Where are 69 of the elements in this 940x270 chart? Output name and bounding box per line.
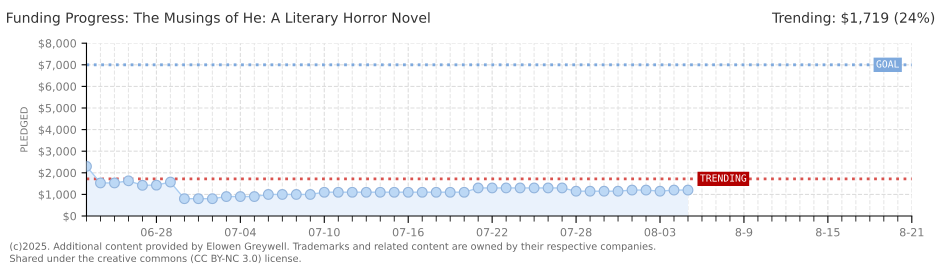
- point: [123, 175, 134, 186]
- point: [220, 191, 232, 202]
- point: [500, 182, 512, 194]
- point: [95, 178, 106, 188]
- y-tick-label: $8,000: [38, 38, 76, 50]
- point: [556, 182, 568, 194]
- point: [360, 186, 372, 198]
- point: [486, 182, 498, 194]
- x-tick-label: 07-10: [308, 228, 340, 236]
- point: [290, 188, 302, 200]
- y-tick-label: $7,000: [38, 60, 76, 71]
- point: [584, 186, 596, 197]
- y-tick-label: $4,000: [38, 125, 76, 136]
- point: [151, 180, 162, 191]
- point: [570, 186, 582, 197]
- text: Shared under the creative commons (CC BY-NC 3.0) license.: [10, 254, 301, 264]
- point: [430, 186, 442, 198]
- x-tick-label: 07-22: [476, 228, 508, 236]
- x-tick-label: 8-21: [900, 228, 924, 236]
- point: [458, 186, 470, 198]
- y-tick-label: $5,000: [38, 104, 76, 114]
- point: [626, 184, 638, 196]
- x-tick-label: 08-03: [644, 228, 676, 236]
- chart-title: Funding Progress: The Musings of He: A Literary Horror Novel: [7, 12, 430, 26]
- point: [612, 186, 624, 197]
- point: [192, 193, 204, 204]
- text: (c)2025. Additional content provided by Elowen Greywell. Trademarks and related content are owned by their respective companies.: [10, 242, 656, 252]
- point: [388, 186, 400, 198]
- point: [262, 188, 274, 200]
- point: [374, 186, 386, 198]
- point: [682, 184, 694, 196]
- point: [234, 191, 246, 202]
- point: [402, 186, 414, 198]
- point: [164, 176, 176, 188]
- chart-subtitle: Trending: $1,719 (24%): [772, 12, 934, 26]
- point: [276, 188, 288, 200]
- ref-line-label: GOAL: [876, 60, 899, 68]
- x-tick-label: 07-28: [560, 228, 592, 236]
- point: [346, 186, 358, 198]
- x-tick-label: 07-16: [392, 228, 424, 236]
- point: [416, 186, 428, 198]
- point: [178, 193, 190, 204]
- point: [318, 186, 330, 198]
- point: [304, 188, 316, 200]
- point: [444, 186, 456, 198]
- y-tick-label: $0: [64, 212, 76, 222]
- point: [598, 186, 610, 197]
- point: [654, 186, 666, 197]
- point: [206, 193, 218, 204]
- y-tick-label: $3,000: [38, 146, 76, 158]
- point: [640, 184, 652, 196]
- y-tick-label: $1,000: [38, 190, 76, 200]
- x-tick-label: 07-04: [224, 228, 256, 236]
- ref-line-label: TRENDING: [700, 174, 746, 182]
- point: [472, 182, 484, 194]
- point: [137, 180, 148, 191]
- y-tick-label: $6,000: [38, 82, 76, 92]
- point: [109, 178, 120, 188]
- y-axis-title: PLEDGED: [20, 107, 28, 152]
- x-tick-label: 06-28: [141, 228, 172, 236]
- point: [332, 186, 344, 198]
- point: [528, 182, 540, 194]
- x-tick-label: 8-15: [816, 228, 840, 236]
- point: [248, 191, 260, 202]
- x-tick-label: 8-9: [736, 228, 752, 236]
- point: [668, 184, 680, 196]
- y-tick-label: $2,000: [38, 168, 76, 179]
- point: [514, 182, 526, 194]
- point: [542, 182, 554, 194]
